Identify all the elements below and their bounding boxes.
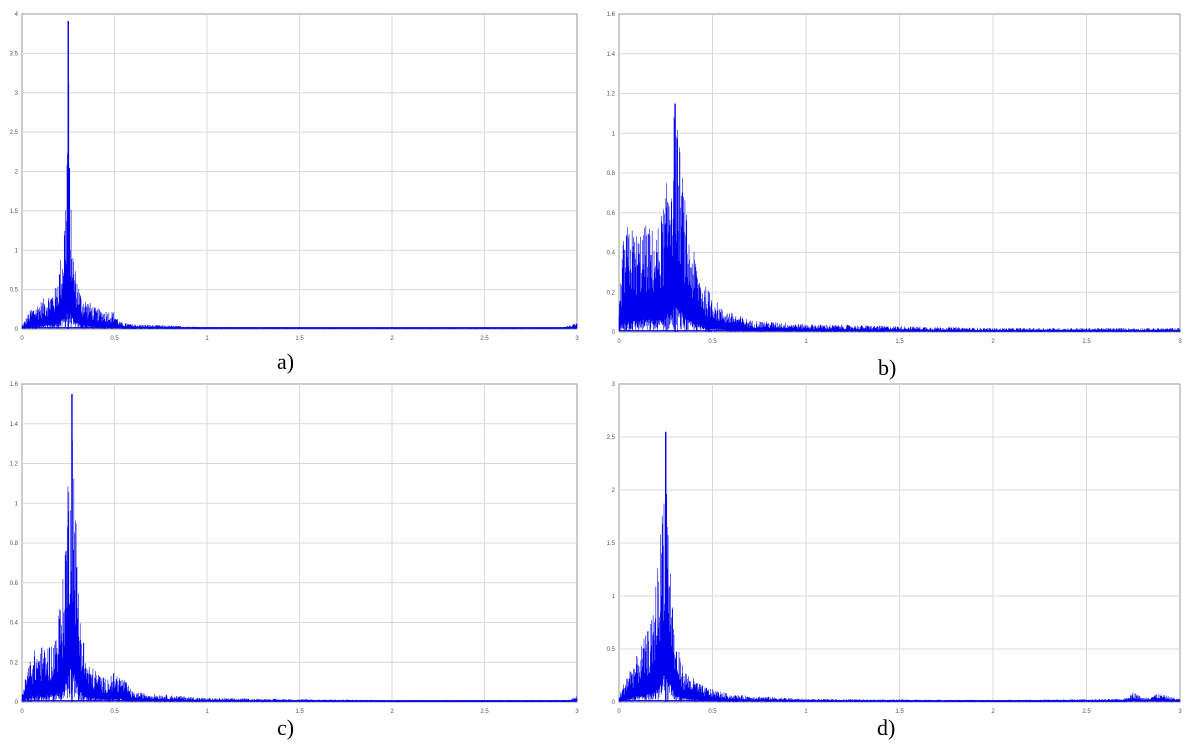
y-tick-label-b: 0.8 — [607, 171, 616, 177]
y-tick-label-c: 0.8 — [10, 541, 19, 547]
y-tick-label-c: 1.4 — [10, 422, 19, 428]
y-tick-label-b: 0.6 — [607, 211, 616, 217]
x-tick-label-b: 0 — [617, 339, 621, 345]
y-tick-label-a: 0.5 — [10, 288, 19, 294]
y-tick-label-a: 0 — [15, 327, 19, 333]
y-tick-label-c: 0.4 — [10, 621, 19, 627]
caption-b: b) — [878, 355, 897, 380]
plot-frame-a — [21, 13, 578, 330]
y-tick-label-a: 1 — [15, 248, 19, 254]
y-tick-label-a: 3 — [15, 91, 19, 97]
spectrum-series-a — [21, 83, 578, 329]
spectrum-series-d — [618, 476, 1181, 702]
x-tick-label-a: 1 — [205, 336, 209, 342]
x-tick-label-c: 3 — [575, 709, 579, 715]
y-tick-label-d: 1.5 — [607, 541, 616, 547]
y-tick-label-d: 2 — [612, 488, 616, 494]
y-tick-label-a: 2.5 — [10, 130, 19, 136]
spectrum-series-c — [21, 441, 578, 702]
y-tick-label-b: 1 — [612, 131, 616, 137]
x-tick-label-a: 2 — [390, 336, 394, 342]
y-tick-label-c: 0.2 — [10, 660, 19, 666]
x-tick-label-b: 1 — [804, 339, 808, 345]
x-tick-label-d: 2 — [991, 709, 995, 715]
x-tick-label-a: 2.5 — [480, 336, 489, 342]
plot-frame-d — [618, 383, 1181, 703]
x-tick-label-d: 1.5 — [895, 709, 904, 715]
y-tick-label-b: 1.2 — [607, 92, 616, 98]
x-tick-label-a: 0 — [20, 336, 24, 342]
x-tick-label-c: 0.5 — [110, 709, 119, 715]
y-tick-label-c: 0.6 — [10, 581, 19, 587]
x-tick-label-c: 1 — [205, 709, 209, 715]
y-tick-label-b: 0.2 — [607, 290, 616, 296]
y-tick-label-c: 1.6 — [10, 382, 19, 388]
y-tick-label-c: 1.2 — [10, 462, 19, 468]
x-tick-label-b: 2 — [991, 339, 995, 345]
x-tick-label-b: 0.5 — [708, 339, 717, 345]
y-tick-label-c: 1 — [15, 501, 19, 507]
spectrum-series-b — [618, 117, 1181, 332]
caption-c: c) — [277, 715, 295, 740]
x-tick-label-d: 0.5 — [708, 709, 717, 715]
y-tick-label-b: 0 — [612, 330, 616, 336]
x-tick-label-c: 1.5 — [295, 709, 304, 715]
plot-frame-c — [21, 383, 578, 703]
x-tick-label-d: 3 — [1178, 709, 1182, 715]
y-tick-label-b: 1.6 — [607, 12, 616, 18]
y-tick-label-b: 1.4 — [607, 52, 616, 58]
y-tick-label-d: 0.5 — [607, 647, 616, 653]
x-tick-label-b: 1.5 — [895, 339, 904, 345]
x-tick-label-d: 0 — [617, 709, 621, 715]
y-tick-label-a: 1.5 — [10, 209, 19, 215]
y-tick-label-d: 3 — [612, 382, 616, 388]
plot-frame-b — [618, 13, 1181, 333]
x-tick-label-b: 2.5 — [1082, 339, 1091, 345]
x-tick-label-a: 0.5 — [110, 336, 119, 342]
x-tick-label-c: 2.5 — [480, 709, 489, 715]
y-tick-label-d: 1 — [612, 594, 616, 600]
y-tick-label-a: 3.5 — [10, 51, 19, 57]
y-tick-label-d: 2.5 — [607, 435, 616, 441]
y-tick-label-a: 2 — [15, 170, 19, 176]
x-tick-label-c: 0 — [20, 709, 24, 715]
x-tick-label-b: 3 — [1178, 339, 1182, 345]
x-tick-label-a: 1.5 — [295, 336, 304, 342]
caption-d: d) — [877, 715, 896, 740]
x-tick-label-c: 2 — [390, 709, 394, 715]
y-tick-label-c: 0 — [15, 700, 19, 706]
caption-a: a) — [277, 349, 295, 374]
x-tick-label-a: 3 — [575, 336, 579, 342]
y-tick-label-a: 4 — [15, 12, 19, 18]
y-tick-label-d: 0 — [612, 700, 616, 706]
y-tick-label-b: 0.4 — [607, 251, 616, 257]
x-tick-label-d: 2.5 — [1082, 709, 1091, 715]
x-tick-label-d: 1 — [804, 709, 808, 715]
